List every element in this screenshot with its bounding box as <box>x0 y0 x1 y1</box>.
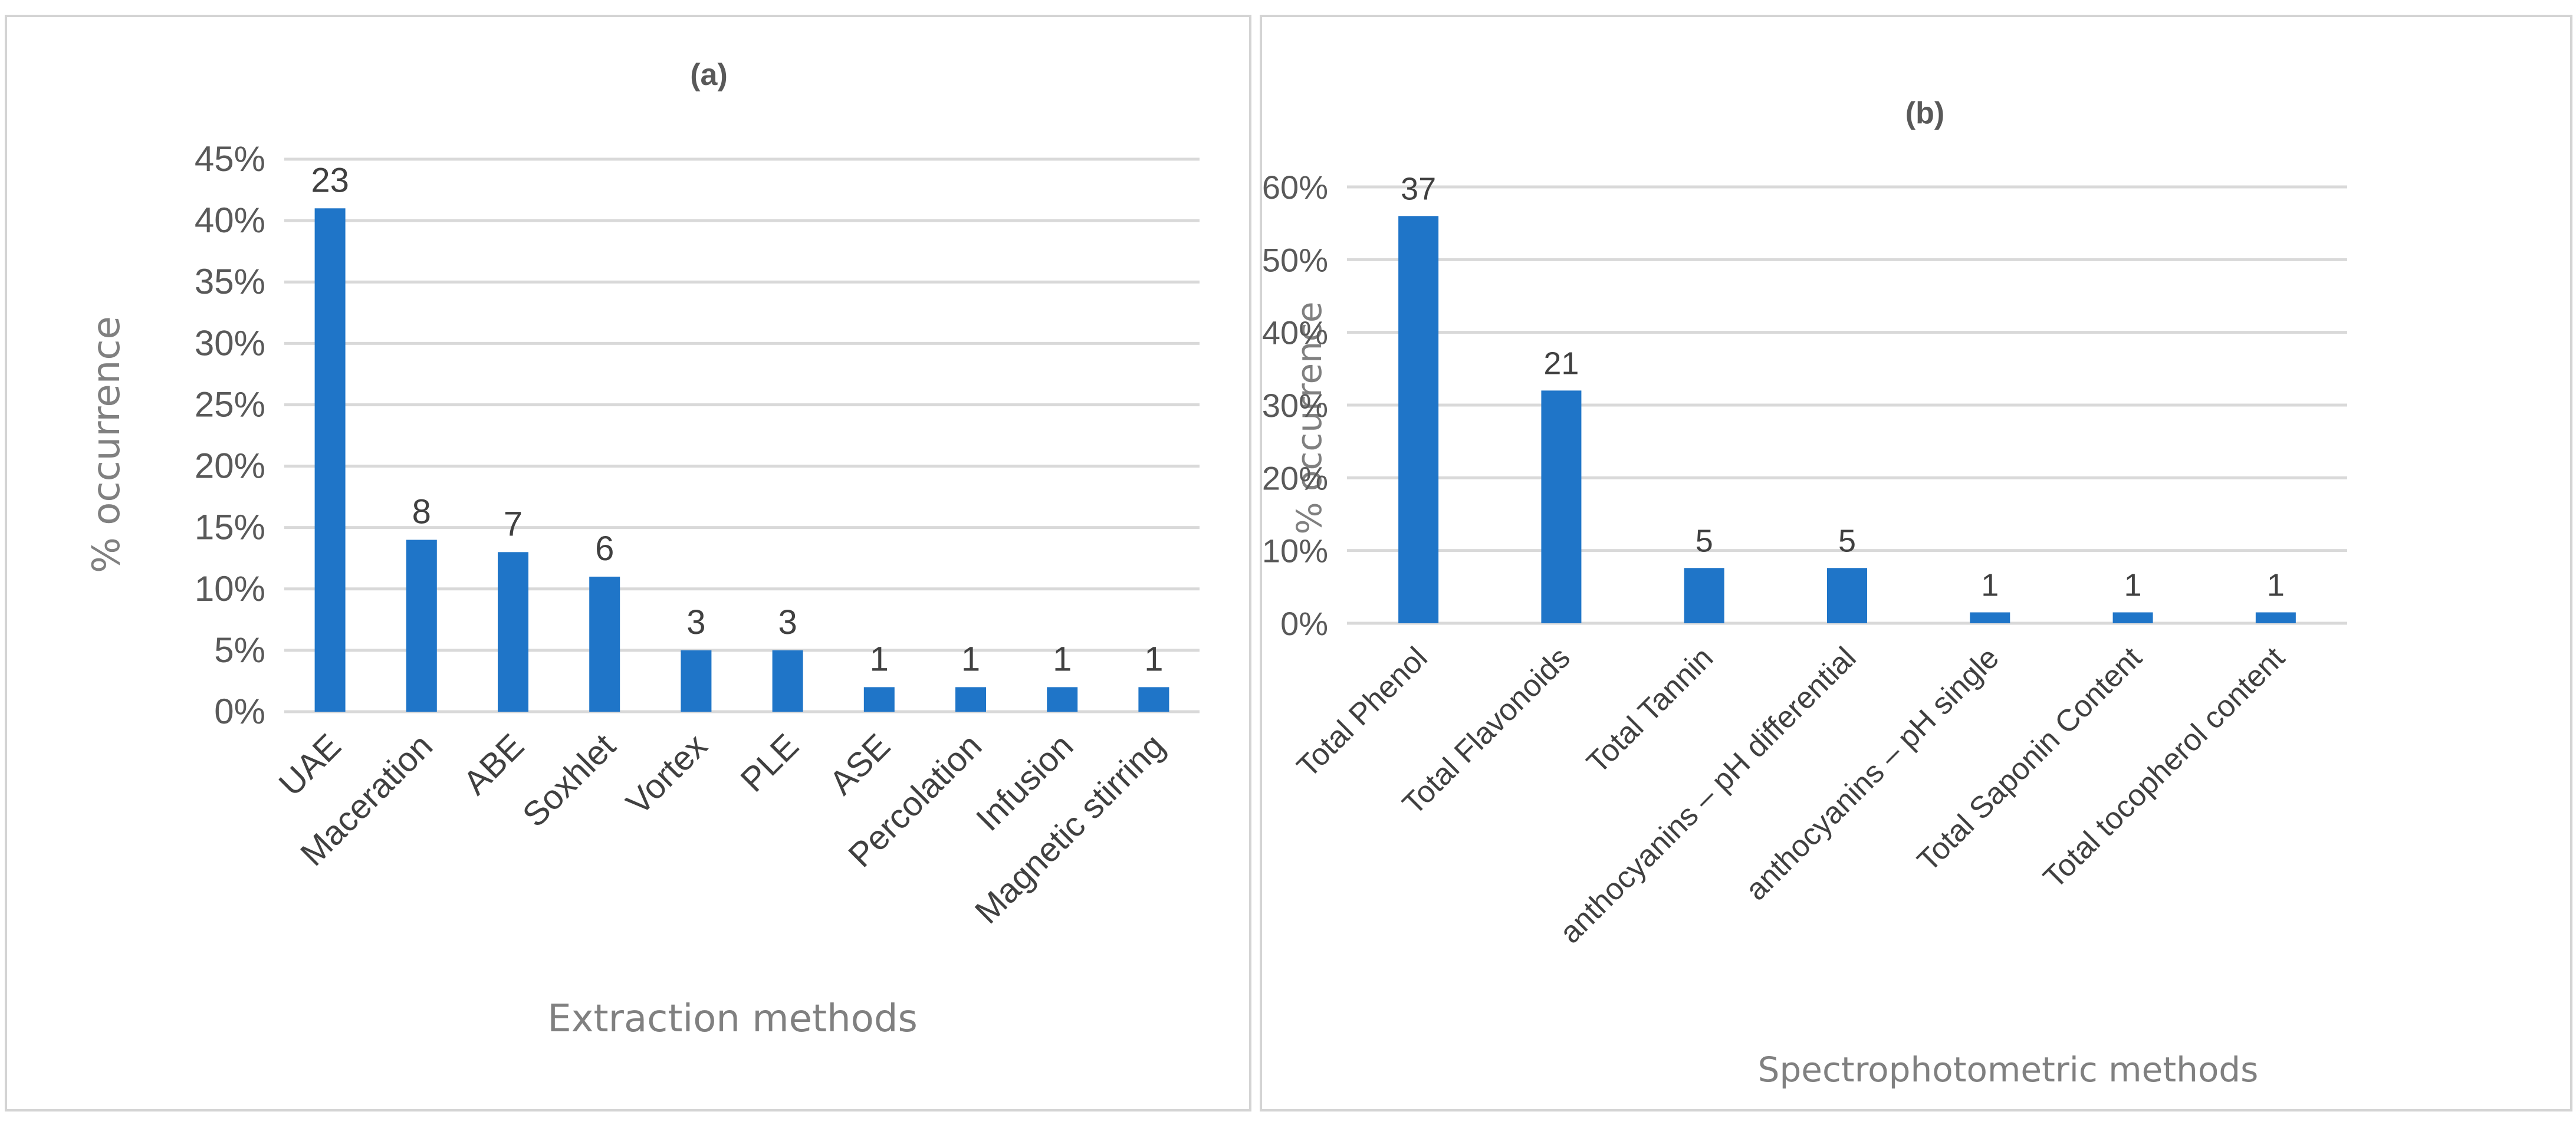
y-tick-label: 0% <box>1280 605 1328 642</box>
y-tick-label: 10% <box>195 569 265 609</box>
data-label: 1 <box>2124 568 2142 603</box>
y-tick-label: 10% <box>1262 532 1328 570</box>
bar-ase <box>863 687 895 712</box>
bar-abe <box>498 552 528 712</box>
bar-total-flavonoids <box>1541 390 1582 623</box>
bar-total-tocopherol-content <box>2255 612 2296 623</box>
y-tick-label: 30% <box>1262 387 1328 424</box>
bar-soxhlet <box>589 576 620 712</box>
data-label: 5 <box>1838 523 1856 558</box>
data-label: 1 <box>1053 640 1072 678</box>
bar-anthocyanins-ph-differential <box>1827 568 1867 623</box>
x-category-label: PLE <box>733 726 806 799</box>
bar-anthocyanins-ph-single <box>1970 612 2010 623</box>
x-category-label: anthocyanins – pH single <box>1739 640 2006 907</box>
data-label: 3 <box>686 603 705 642</box>
y-tick-label: 60% <box>1262 169 1328 206</box>
x-category-label: Vortex <box>619 726 714 822</box>
x-category-label: ASE <box>822 726 898 802</box>
chart-b-title: (b) <box>1905 96 1944 130</box>
bar-uae <box>314 208 346 712</box>
y-tick-label: 40% <box>1262 314 1328 351</box>
data-label: 7 <box>504 505 523 543</box>
y-tick-label: 25% <box>195 384 265 424</box>
bar-maceration <box>406 540 437 712</box>
y-tick-label: 20% <box>1262 459 1328 496</box>
x-category-label: ABE <box>456 726 531 802</box>
x-category-label: Total tocopherol content <box>2037 640 2292 895</box>
chart-b-xlabel: Spectrophotometric methods <box>1758 1050 2259 1090</box>
x-category-label: Soxhlet <box>515 726 623 834</box>
data-label: 6 <box>595 530 614 568</box>
bar-vortex <box>681 650 712 712</box>
x-category-label: Total Tannin <box>1581 640 1720 780</box>
x-category-label: anthocyanins – pH differential <box>1553 640 1863 950</box>
data-label: 1 <box>1144 640 1163 678</box>
y-tick-label: 45% <box>195 139 265 179</box>
data-label: 8 <box>412 492 431 531</box>
bar-total-saponin-content <box>2112 612 2153 623</box>
y-tick-label: 0% <box>214 692 265 731</box>
y-tick-label: 5% <box>214 630 265 670</box>
chart-panel-b: (b) Spectrophotometric methods % occurre… <box>1260 15 2572 1111</box>
chart-panel-a: (a) Extraction methods % occurrence 0% 5%… <box>5 15 1251 1111</box>
y-tick-label: 30% <box>195 323 265 363</box>
chart-a-xlabel: Extraction methods <box>547 997 918 1041</box>
data-label: 3 <box>778 603 797 642</box>
data-label: 21 <box>1543 346 1579 381</box>
x-category-label: UAE <box>271 726 348 803</box>
y-tick-label: 40% <box>195 200 265 240</box>
chart-a-title: (a) <box>690 58 728 92</box>
chart-a: (a) Extraction methods % occurrence 0% 5%… <box>85 58 1200 1041</box>
x-category-label: Total Phenol <box>1290 640 1434 784</box>
data-label: 1 <box>870 640 889 678</box>
data-label: 1 <box>2267 568 2285 603</box>
bar-magnetic-stirring <box>1138 687 1169 712</box>
bar-ple <box>772 650 803 712</box>
chart-b-ylabel: % occurrence <box>1289 302 1329 535</box>
data-label: 1 <box>961 640 980 678</box>
y-tick-label: 50% <box>1262 241 1328 278</box>
bar-infusion <box>1047 687 1078 712</box>
bar-percolation <box>955 687 986 712</box>
chart-b: (b) Spectrophotometric methods % occurre… <box>1262 96 2347 1090</box>
y-tick-label: 20% <box>195 446 265 486</box>
y-tick-label: 35% <box>195 262 265 301</box>
bar-total-tannin <box>1684 568 1724 623</box>
chart-a-ylabel: % occurrence <box>85 316 129 573</box>
data-label: 5 <box>1696 523 1713 558</box>
data-label: 23 <box>311 161 349 199</box>
y-tick-label: 15% <box>195 508 265 547</box>
data-label: 37 <box>1401 171 1436 206</box>
data-label: 1 <box>1981 568 1999 603</box>
bar-total-phenol <box>1398 216 1439 623</box>
